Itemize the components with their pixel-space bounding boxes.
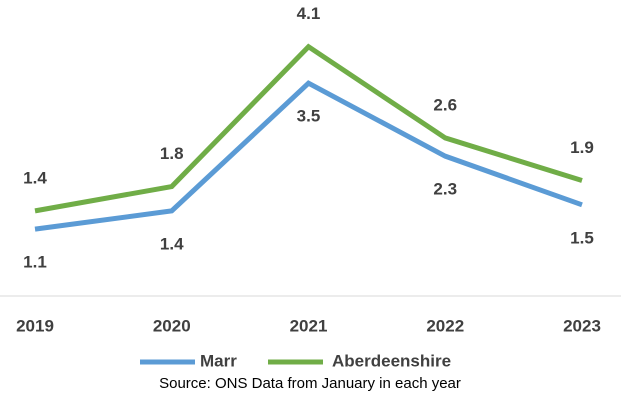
x-tick-label: 2021 [290,316,328,335]
data-label: 2.3 [433,180,457,199]
data-label: 4.1 [297,4,321,23]
legend-label: Aberdeenshire [332,351,451,370]
data-label: 1.8 [160,144,184,163]
x-tick-label: 2019 [16,316,54,335]
data-label: 2.6 [433,95,457,114]
series-line [34,43,583,214]
x-tick-label: 2022 [426,316,464,335]
data-label: 3.5 [297,107,321,126]
data-label: 1.4 [160,234,184,253]
legend-label: Marr [200,351,237,370]
x-tick-label: 2023 [563,316,601,335]
data-label: 1.9 [570,138,594,157]
data-label: 1.1 [23,253,47,272]
series-line [34,80,583,232]
data-label: 1.5 [570,228,594,247]
source-note: Source: ONS Data from January in each ye… [159,375,461,392]
x-tick-label: 2020 [153,316,191,335]
data-label: 1.4 [23,168,47,187]
